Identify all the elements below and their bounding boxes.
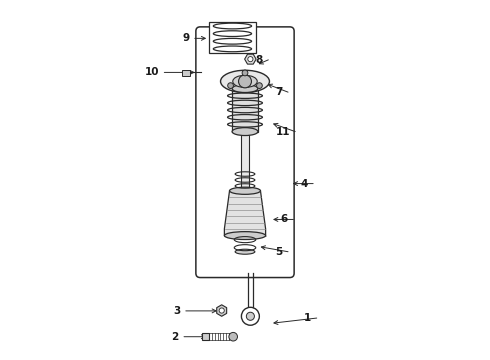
Text: 6: 6 (281, 215, 288, 224)
Text: 4: 4 (300, 179, 308, 189)
Text: 1: 1 (304, 313, 311, 323)
Circle shape (229, 332, 238, 341)
Polygon shape (224, 191, 266, 235)
Circle shape (242, 307, 259, 325)
Text: 11: 11 (275, 127, 290, 136)
Text: 5: 5 (275, 247, 283, 257)
Ellipse shape (224, 231, 266, 239)
Circle shape (219, 308, 224, 313)
Bar (209, 22, 256, 53)
Text: 10: 10 (145, 67, 159, 77)
Polygon shape (245, 54, 256, 64)
Bar (241, 132, 249, 189)
Circle shape (257, 83, 262, 89)
Ellipse shape (229, 187, 261, 194)
FancyBboxPatch shape (196, 27, 294, 278)
Text: 8: 8 (256, 55, 263, 65)
Ellipse shape (213, 31, 251, 36)
Circle shape (246, 312, 254, 320)
Ellipse shape (233, 75, 257, 87)
Ellipse shape (220, 70, 270, 93)
Bar (232, 89, 258, 132)
Ellipse shape (232, 85, 258, 93)
Circle shape (248, 57, 253, 62)
Ellipse shape (213, 23, 251, 29)
Bar (248, 307, 253, 316)
Circle shape (239, 75, 251, 88)
Ellipse shape (213, 46, 251, 52)
Polygon shape (217, 305, 227, 316)
Bar (182, 69, 190, 76)
Circle shape (228, 83, 233, 89)
Ellipse shape (235, 249, 255, 254)
Text: 2: 2 (172, 332, 179, 342)
Text: 7: 7 (275, 87, 283, 97)
Text: 9: 9 (182, 33, 190, 43)
Circle shape (242, 70, 248, 76)
Ellipse shape (232, 128, 258, 135)
Ellipse shape (213, 39, 251, 44)
Bar (202, 333, 209, 340)
Text: 3: 3 (173, 306, 180, 316)
